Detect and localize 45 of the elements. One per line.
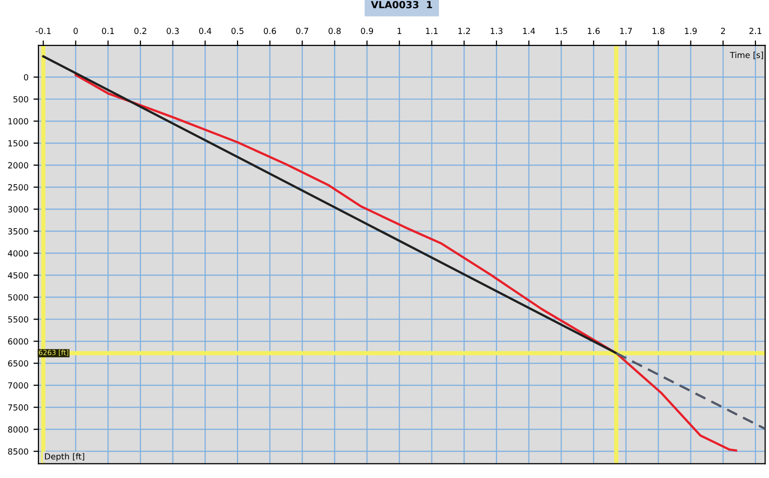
x-tick-label: 1 — [398, 28, 402, 34]
y-tick-label: 4500 — [8, 272, 28, 279]
x-tick-label: 1.7 — [620, 28, 632, 34]
y-tick-label: 7500 — [8, 404, 28, 411]
y-tick-label: 2500 — [8, 184, 28, 190]
x-tick-label: 2 — [721, 28, 725, 34]
x-tick-label: 0.3 — [166, 28, 179, 34]
y-tick-label: 2000 — [8, 162, 28, 168]
y-tick-label: 6000 — [8, 338, 28, 345]
x-tick-label: 0.5 — [231, 28, 244, 34]
y-tick-label: 0 — [24, 74, 28, 80]
y-tick-label: 8000 — [8, 426, 28, 433]
x-tick-label: 1.9 — [684, 28, 697, 34]
x-tick-label: 0.6 — [264, 28, 276, 34]
x-tick-label: 0 — [74, 28, 78, 34]
x-tick-label: 1.3 — [490, 28, 502, 34]
x-tick-label: 1.8 — [652, 28, 664, 34]
x-axis-title: Time [s] — [730, 52, 763, 60]
x-tick-label: -0.1 — [36, 28, 51, 34]
y-tick-label: 3000 — [8, 206, 28, 212]
line-series — [74, 74, 738, 452]
x-tick-label: 1.5 — [556, 28, 568, 34]
y-tick-label: 5000 — [8, 294, 28, 301]
y-tick-label: 7000 — [8, 382, 28, 389]
y-axis-title: Depth [ft] — [45, 453, 84, 462]
x-tick-label: 0.2 — [134, 28, 146, 34]
y-tick-label: 500 — [13, 96, 28, 102]
x-tick-label: 0.9 — [360, 28, 374, 34]
y-tick-label: 3500 — [8, 228, 28, 234]
x-tick-label: 1.1 — [426, 28, 438, 34]
x-tick-label: 2.1 — [749, 28, 762, 34]
y-tick-label: 8500 — [8, 448, 28, 455]
y-tick-label: 4000 — [8, 250, 28, 256]
x-tick-label: 1.2 — [458, 28, 470, 34]
y-tick-label: 1000 — [8, 118, 28, 124]
x-tick-label: 0.1 — [102, 28, 114, 34]
x-tick-label: 1.6 — [588, 28, 600, 34]
y-tick-label: 6500 — [8, 360, 28, 367]
chart-title: VLA0033 1 — [370, 0, 432, 8]
y-tick-label: 1500 — [8, 140, 28, 146]
x-tick-label: 0.7 — [296, 28, 308, 34]
x-tick-label: 0.4 — [199, 28, 212, 34]
y-tick-label: 5500 — [8, 316, 28, 323]
x-tick-label: 1.4 — [523, 28, 536, 34]
x-tick-label: 0.8 — [328, 28, 341, 34]
